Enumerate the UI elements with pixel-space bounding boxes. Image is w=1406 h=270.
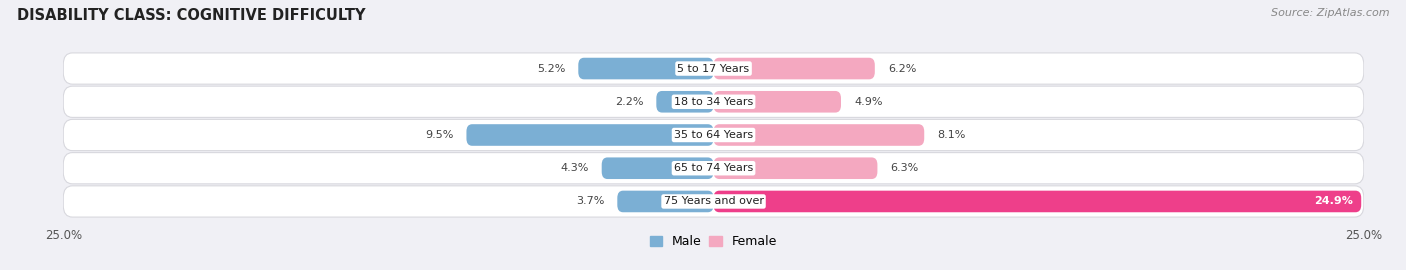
Text: 18 to 34 Years: 18 to 34 Years (673, 97, 754, 107)
Legend: Male, Female: Male, Female (645, 230, 782, 253)
Text: 6.2%: 6.2% (887, 63, 917, 73)
Text: Source: ZipAtlas.com: Source: ZipAtlas.com (1271, 8, 1389, 18)
FancyBboxPatch shape (713, 58, 875, 79)
Text: 4.3%: 4.3% (561, 163, 589, 173)
Text: 4.9%: 4.9% (853, 97, 883, 107)
Text: 24.9%: 24.9% (1315, 197, 1354, 207)
FancyBboxPatch shape (602, 157, 713, 179)
FancyBboxPatch shape (657, 91, 713, 113)
FancyBboxPatch shape (617, 191, 713, 212)
FancyBboxPatch shape (713, 157, 877, 179)
Text: 35 to 64 Years: 35 to 64 Years (673, 130, 754, 140)
Text: 5.2%: 5.2% (537, 63, 565, 73)
Text: DISABILITY CLASS: COGNITIVE DIFFICULTY: DISABILITY CLASS: COGNITIVE DIFFICULTY (17, 8, 366, 23)
FancyBboxPatch shape (63, 153, 1364, 184)
FancyBboxPatch shape (63, 119, 1364, 151)
FancyBboxPatch shape (578, 58, 713, 79)
Text: 5 to 17 Years: 5 to 17 Years (678, 63, 749, 73)
FancyBboxPatch shape (713, 124, 924, 146)
FancyBboxPatch shape (63, 53, 1364, 84)
FancyBboxPatch shape (713, 91, 841, 113)
Text: 75 Years and over: 75 Years and over (664, 197, 763, 207)
Text: 8.1%: 8.1% (938, 130, 966, 140)
Text: 65 to 74 Years: 65 to 74 Years (673, 163, 754, 173)
FancyBboxPatch shape (63, 86, 1364, 117)
Text: 6.3%: 6.3% (890, 163, 918, 173)
FancyBboxPatch shape (467, 124, 713, 146)
Text: 2.2%: 2.2% (614, 97, 644, 107)
Text: 9.5%: 9.5% (425, 130, 453, 140)
Text: 3.7%: 3.7% (576, 197, 605, 207)
FancyBboxPatch shape (713, 191, 1361, 212)
FancyBboxPatch shape (63, 186, 1364, 217)
